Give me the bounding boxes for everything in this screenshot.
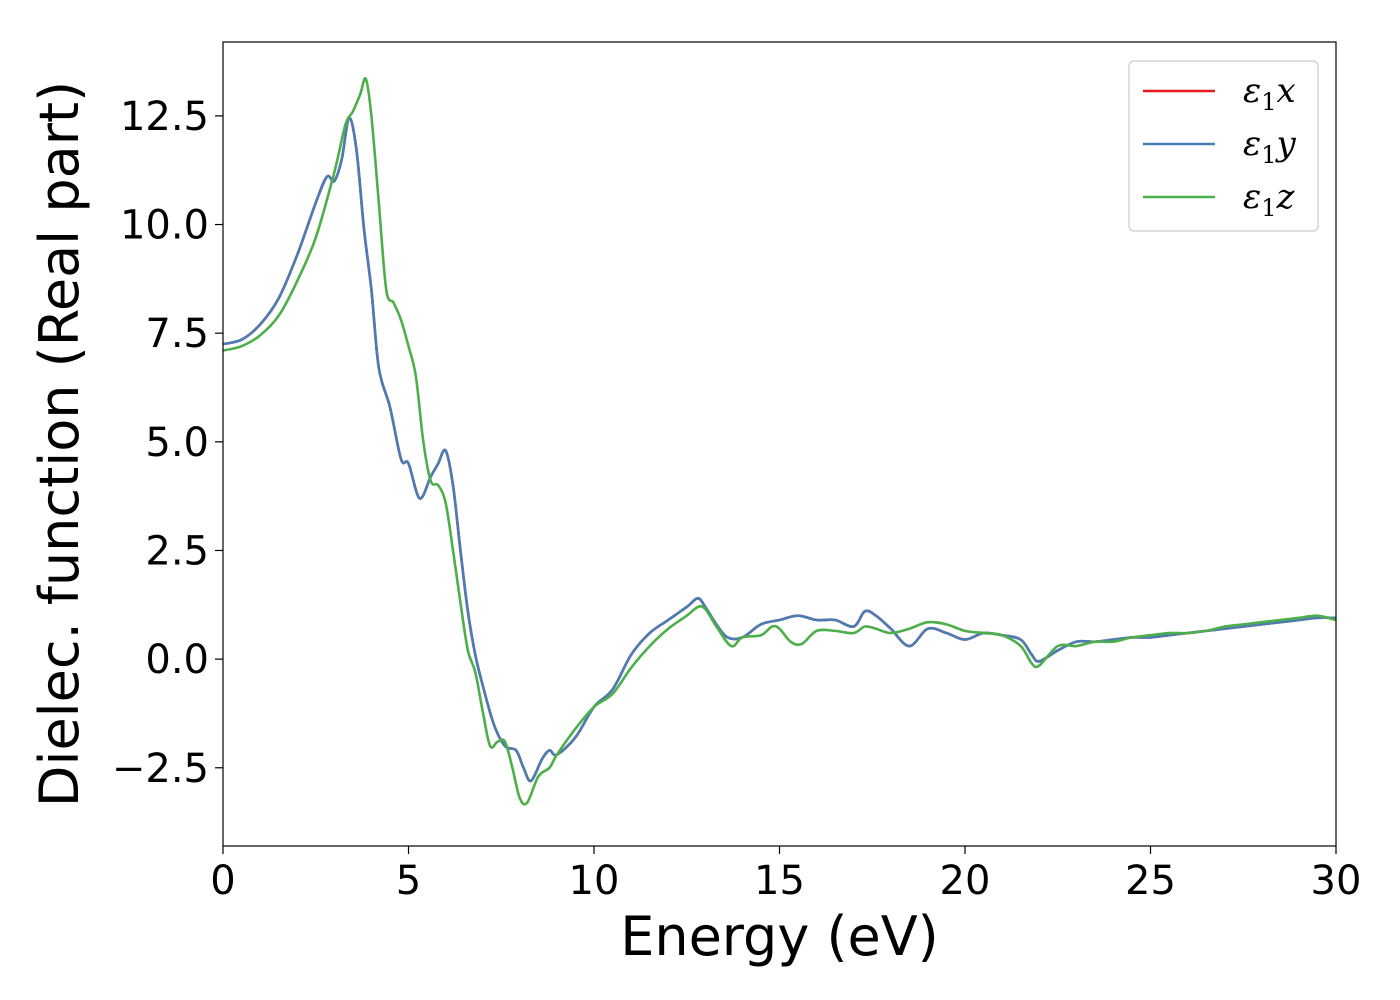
legend-label-x: ε1x — [1243, 71, 1296, 116]
legend-box — [1128, 60, 1319, 232]
y-tick-label: 2.5 — [145, 528, 209, 574]
x-tick-label: 30 — [1311, 858, 1362, 904]
x-axis-label: Energy (eV) — [620, 905, 939, 968]
y-tick-label: 10.0 — [120, 203, 209, 249]
y-tick-label: 12.5 — [120, 94, 209, 140]
x-tick-label: 15 — [754, 858, 805, 904]
y-axis-ticks: −2.5 0.0 2.5 5.0 7.5 10.0 12.5 — [112, 94, 223, 792]
x-tick-label: 5 — [396, 858, 421, 904]
x-tick-label: 20 — [940, 858, 991, 904]
y-tick-label: 5.0 — [145, 420, 209, 466]
x-tick-label: 10 — [569, 858, 620, 904]
x-tick-label: 0 — [210, 858, 235, 904]
legend-label-z: ε1z — [1243, 177, 1296, 222]
legend: ε1x ε1y ε1z — [1128, 60, 1319, 232]
x-axis-ticks: 0 5 10 15 20 25 30 — [210, 846, 1361, 904]
y-tick-label: 0.0 — [145, 637, 209, 683]
y-tick-label: 7.5 — [145, 311, 209, 357]
series-layer — [223, 77, 1336, 806]
legend-label-y: ε1y — [1243, 124, 1297, 169]
x-tick-label: 25 — [1125, 858, 1176, 904]
y-axis-label: Dielec. function (Real part) — [28, 81, 91, 807]
series-line-z — [223, 77, 1336, 806]
y-tick-label: −2.5 — [112, 746, 209, 792]
